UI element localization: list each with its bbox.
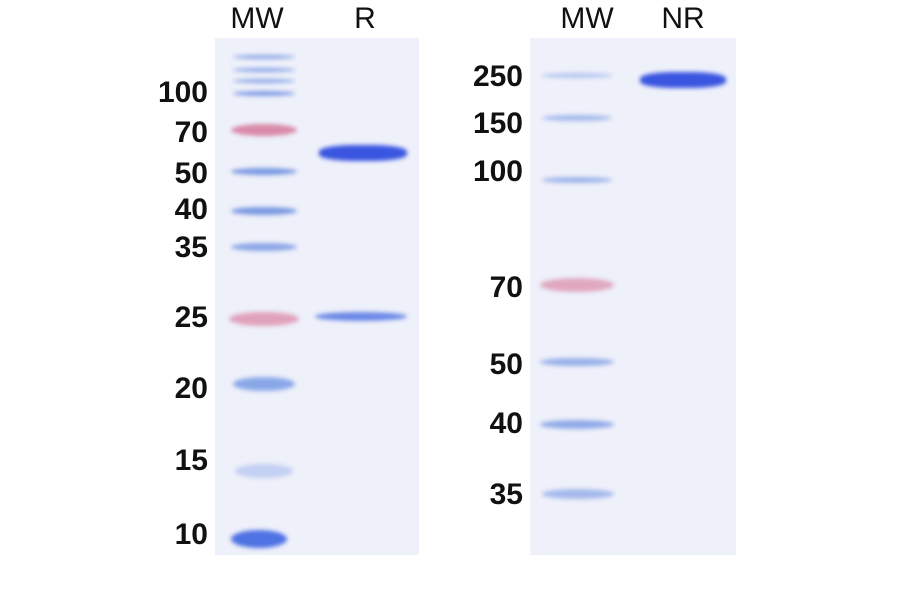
left-marker-20: 20: [174, 372, 208, 405]
left-marker-25: 25: [174, 301, 208, 334]
ladder-band-50: [540, 358, 614, 366]
right-marker-35: 35: [489, 478, 523, 511]
left-marker-100: 100: [157, 76, 208, 109]
left-lane-label-r: R: [354, 2, 376, 35]
right-lane-label-mw: MW: [560, 2, 614, 35]
ladder-band-100: [542, 177, 612, 183]
right-lane-label-nr: NR: [661, 2, 705, 35]
right-marker-40: 40: [489, 407, 523, 440]
ladder-band-25: [229, 312, 299, 326]
ladder-band-70: [540, 278, 614, 292]
ladder-band-70: [231, 124, 297, 136]
ladder-band-40: [540, 420, 614, 429]
sample-band-light-chain: [315, 312, 407, 321]
right-marker-150: 150: [472, 107, 523, 140]
ladder-band-250: [542, 73, 612, 78]
left-marker-40: 40: [174, 193, 208, 226]
ladder-band-35: [542, 489, 614, 499]
left-lane-label-mw: MW: [230, 2, 284, 35]
left-gel: [215, 38, 419, 555]
sample-band-intact: [640, 72, 726, 88]
ladder-band-50: [231, 168, 297, 175]
ladder-band-15: [235, 464, 293, 478]
right-gel: [530, 38, 736, 555]
ladder-band-35: [231, 243, 297, 251]
ladder-band: [233, 68, 295, 72]
ladder-band-10: [231, 530, 287, 548]
ladder-band-150: [542, 115, 612, 121]
right-marker-250: 250: [472, 60, 523, 93]
left-marker-70: 70: [174, 116, 208, 149]
right-marker-70: 70: [489, 271, 523, 304]
ladder-band: [233, 91, 295, 96]
sample-band-heavy-chain: [319, 145, 407, 161]
left-marker-10: 10: [174, 518, 208, 551]
ladder-band-20: [233, 377, 295, 391]
left-marker-35: 35: [174, 231, 208, 264]
left-marker-50: 50: [174, 157, 208, 190]
ladder-band: [233, 79, 295, 83]
right-marker-50: 50: [489, 348, 523, 381]
left-marker-15: 15: [174, 444, 208, 477]
ladder-band: [233, 55, 295, 59]
ladder-band-40: [231, 207, 297, 215]
right-marker-100: 100: [472, 155, 523, 188]
